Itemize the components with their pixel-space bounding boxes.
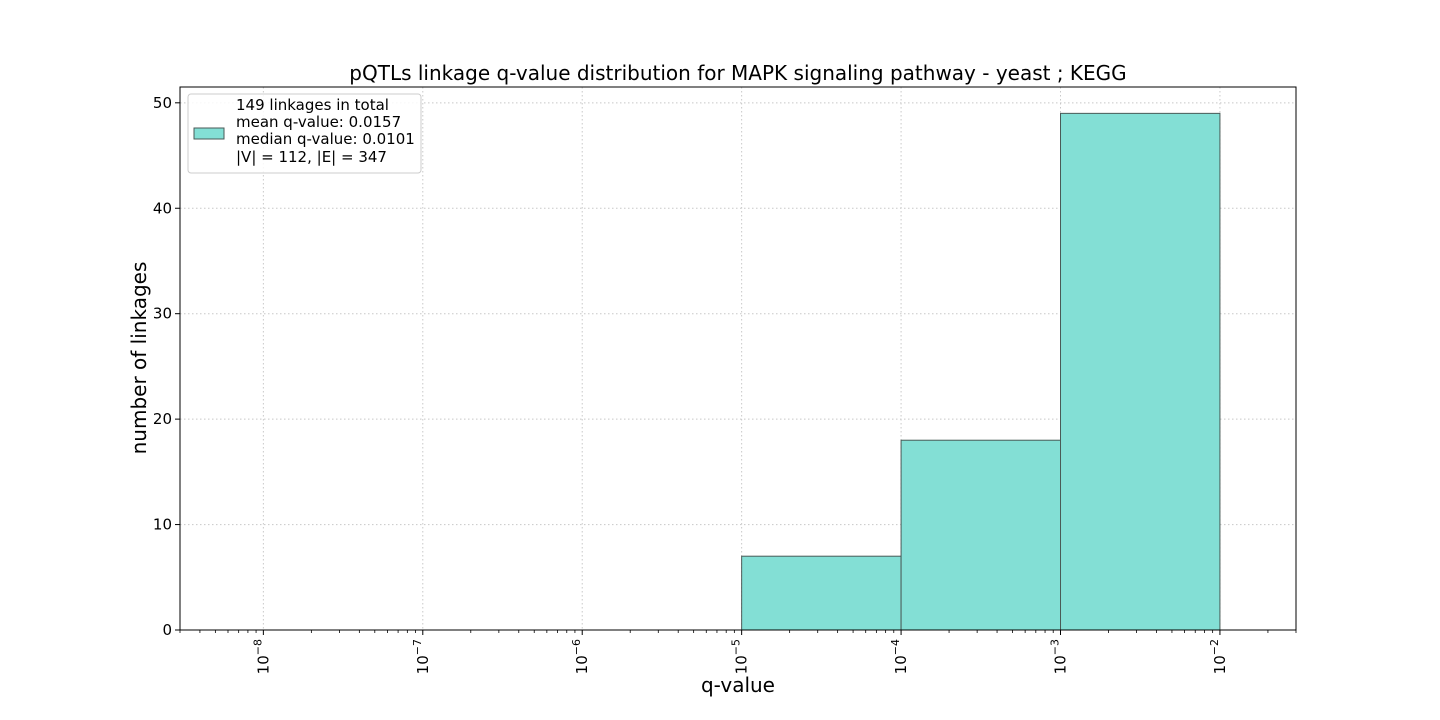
- y-tick-label: 0: [162, 621, 172, 639]
- y-tick-label: 10: [153, 516, 172, 534]
- legend-line: 149 linkages in total: [236, 96, 389, 114]
- axis-ticks: 0 10 20 30 40 50 10−8 10−7 10−6 10−5 10−4 10−3 10−2: [153, 94, 1297, 674]
- histogram-bar: [1060, 112, 1221, 631]
- x-tick-label: 10−4: [889, 639, 910, 674]
- legend-line: median q-value: 0.0101: [236, 130, 415, 148]
- y-tick-label: 30: [153, 305, 172, 323]
- legend: 149 linkages in total mean q-value: 0.01…: [187, 93, 422, 174]
- y-tick-label: 50: [153, 94, 172, 112]
- histogram-bar: [900, 439, 1062, 631]
- x-tick-label: 10−6: [570, 639, 591, 674]
- legend-swatch: [193, 127, 225, 140]
- legend-line: |V| = 112, |E| = 347: [236, 148, 387, 166]
- histogram-bars: [741, 112, 1221, 631]
- axes-frame: [179, 86, 1297, 631]
- legend-box: [187, 93, 422, 174]
- x-tick-label: 10−3: [1049, 639, 1070, 674]
- legend-line: mean q-value: 0.0157: [236, 113, 401, 131]
- chart-title: pQTLs linkage q-value distribution for M…: [349, 61, 1126, 85]
- y-tick-label: 40: [153, 199, 172, 217]
- y-axis-label: number of linkages: [127, 262, 151, 455]
- x-tick-label: 10−8: [251, 639, 272, 674]
- x-tick-label: 10−2: [1208, 639, 1229, 674]
- histogram-bar: [741, 555, 902, 631]
- x-tick-label: 10−5: [730, 639, 751, 674]
- x-tick-label: 10−7: [411, 639, 432, 674]
- y-tick-label: 20: [153, 410, 172, 428]
- x-axis-label: q-value: [701, 673, 775, 697]
